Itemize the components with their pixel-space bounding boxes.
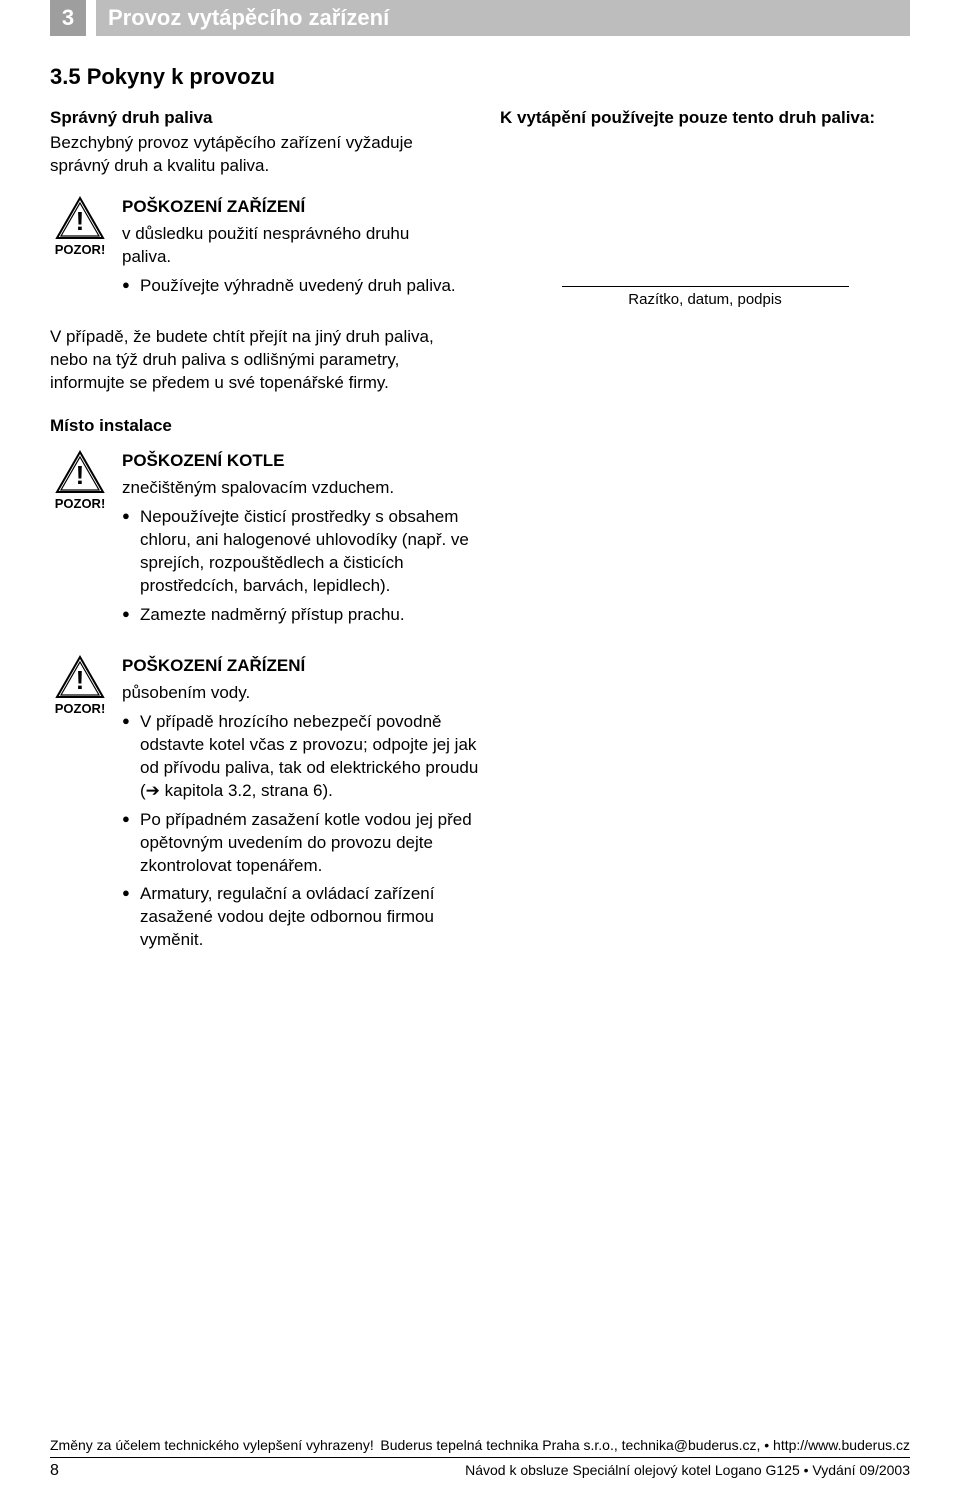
section-heading: 3.5 Pokyny k provozu — [50, 64, 910, 90]
warning-block-1: ! POZOR! POŠKOZENÍ ZAŘÍZENÍ v důsledku p… — [50, 196, 460, 304]
chapter-number: 3 — [50, 0, 86, 36]
warning-block-3: ! POZOR! POŠKOZENÍ ZAŘÍZENÍ působením vo… — [50, 655, 480, 958]
page-footer: Změny za účelem technického vylepšení vy… — [50, 1437, 910, 1480]
intro-paragraph: Bezchybný provoz vytápěcího zařízení vyž… — [50, 132, 460, 178]
warning-body: POŠKOZENÍ ZAŘÍZENÍ působením vody. V pří… — [122, 655, 480, 958]
chapter-header: 3 Provoz vytápěcího zařízení — [50, 0, 910, 36]
paragraph-2: V případě, že budete chtít přejít na jin… — [50, 326, 460, 395]
chapter-title: Provoz vytápěcího zařízení — [96, 0, 910, 36]
warning-label: POZOR! — [55, 701, 106, 716]
right-top-line: K vytápění používejte pouze tento druh p… — [500, 108, 910, 128]
footer-bottom-row: 8 Návod k obsluze Speciální olejový kote… — [50, 1462, 910, 1480]
installation-heading: Místo instalace — [50, 416, 910, 436]
warning-bullets: Nepoužívejte čisticí prostředky s obsahe… — [122, 506, 480, 627]
footer-disclaimer: Změny za účelem technického vylepšení vy… — [50, 1437, 374, 1453]
warning-icon-column: ! POZOR! — [50, 655, 110, 958]
page: 3 Provoz vytápěcího zařízení 3.5 Pokyny … — [0, 0, 960, 1498]
right-column: K vytápění používejte pouze tento druh p… — [500, 108, 910, 412]
warning-title: POŠKOZENÍ ZAŘÍZENÍ — [122, 196, 460, 219]
warning-triangle-icon: ! — [55, 655, 105, 699]
footer-doc-title: Návod k obsluze Speciální olejový kotel … — [465, 1462, 910, 1480]
warning-body: POŠKOZENÍ KOTLE znečištěným spalovacím v… — [122, 450, 480, 633]
warning-triangle-icon: ! — [55, 450, 105, 494]
bullet-item: Zamezte nadměrný přístup prachu. — [122, 604, 480, 627]
signature-label: Razítko, datum, podpis — [500, 291, 910, 308]
warning-label: POZOR! — [55, 242, 106, 257]
warning-title: POŠKOZENÍ ZAŘÍZENÍ — [122, 655, 480, 678]
warning-block-2: ! POZOR! POŠKOZENÍ KOTLE znečištěným spa… — [50, 450, 480, 633]
bullet-item: Používejte výhradně uvedený druh paliva. — [122, 275, 460, 298]
bullet-item: Po případném zasažení kotle vodou jej př… — [122, 809, 480, 878]
warning-triangle-icon: ! — [55, 196, 105, 240]
warning-label: POZOR! — [55, 496, 106, 511]
warning-bullets: Používejte výhradně uvedený druh paliva. — [122, 275, 460, 298]
footer-top-row: Změny za účelem technického vylepšení vy… — [50, 1437, 910, 1458]
warning-icon-column: ! POZOR! — [50, 196, 110, 304]
left-column: Správný druh paliva Bezchybný provoz vyt… — [50, 108, 460, 412]
bullet-item: Armatury, regulační a ovládací zařízení … — [122, 883, 480, 952]
warning-title: POŠKOZENÍ KOTLE — [122, 450, 480, 473]
subheading-fuel: Správný druh paliva — [50, 108, 460, 128]
bullet-item: V případě hrozícího nebezpečí povodně od… — [122, 711, 480, 803]
svg-text:!: ! — [76, 460, 85, 490]
signature-line — [562, 286, 849, 287]
warning-body: POŠKOZENÍ ZAŘÍZENÍ v důsledku použití ne… — [122, 196, 460, 304]
blank-fill-space — [500, 138, 910, 278]
warning-cause: v důsledku použití nesprávného druhu pal… — [122, 223, 460, 269]
warning-icon-column: ! POZOR! — [50, 450, 110, 633]
two-column-layout: Správný druh paliva Bezchybný provoz vyt… — [50, 108, 910, 412]
bullet-item: Nepoužívejte čisticí prostředky s obsahe… — [122, 506, 480, 598]
warning-cause: působením vody. — [122, 682, 480, 705]
fill-in-area: Razítko, datum, podpis — [500, 138, 910, 308]
warning-cause: znečištěným spalovacím vzduchem. — [122, 477, 480, 500]
svg-text:!: ! — [76, 665, 85, 695]
header-gap — [86, 0, 96, 36]
svg-text:!: ! — [76, 206, 85, 236]
footer-contact: Buderus tepelná technika Praha s.r.o., t… — [380, 1437, 910, 1453]
page-number: 8 — [50, 1462, 59, 1480]
warning-bullets: V případě hrozícího nebezpečí povodně od… — [122, 711, 480, 952]
